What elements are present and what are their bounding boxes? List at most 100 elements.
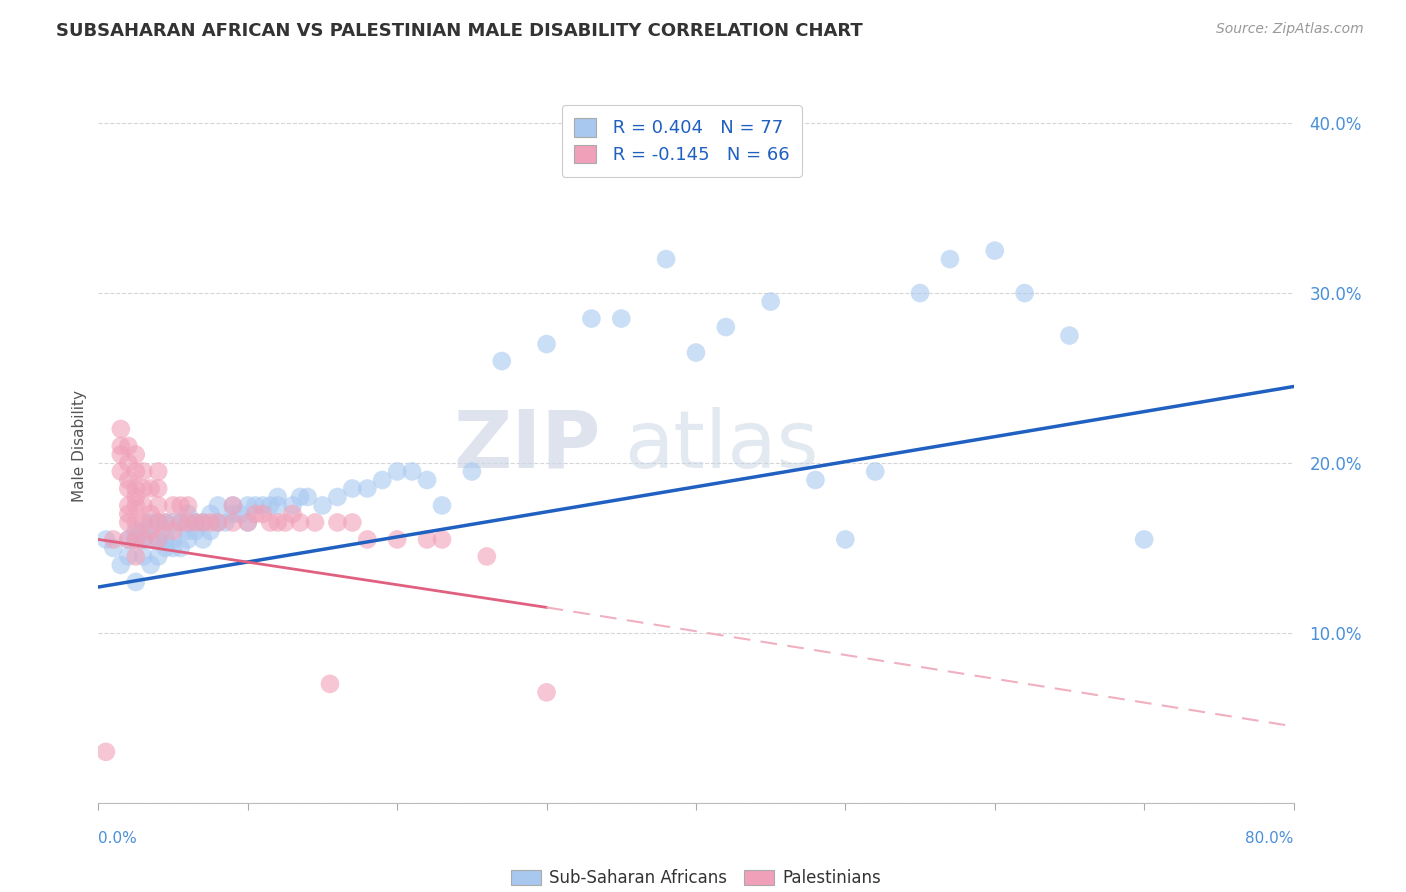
Point — [184, 524, 207, 538]
Point — [162, 524, 184, 538]
Point — [416, 533, 439, 547]
Point — [169, 516, 191, 530]
Point — [103, 541, 125, 555]
Point — [110, 448, 132, 462]
Point — [326, 516, 349, 530]
Point — [125, 549, 148, 564]
Point — [475, 549, 498, 564]
Point — [117, 507, 139, 521]
Point — [132, 533, 155, 547]
Point — [416, 473, 439, 487]
Point — [222, 499, 245, 513]
Point — [177, 499, 200, 513]
Point — [117, 473, 139, 487]
Point — [117, 533, 139, 547]
Point — [110, 422, 132, 436]
Text: 0.0%: 0.0% — [98, 831, 138, 846]
Point — [169, 516, 191, 530]
Point — [536, 337, 558, 351]
Point — [125, 482, 148, 496]
Point — [200, 516, 222, 530]
Point — [326, 490, 349, 504]
Point — [267, 516, 290, 530]
Point — [132, 533, 155, 547]
Point — [461, 465, 484, 479]
Point — [110, 465, 132, 479]
Point — [148, 482, 170, 496]
Point — [125, 524, 148, 538]
Point — [148, 533, 170, 547]
Point — [236, 516, 259, 530]
Point — [155, 516, 177, 530]
Point — [491, 354, 513, 368]
Point — [222, 507, 245, 521]
Point — [536, 685, 558, 699]
Point — [94, 745, 117, 759]
Point — [184, 516, 207, 530]
Point — [311, 499, 333, 513]
Point — [342, 482, 364, 496]
Point — [177, 524, 200, 538]
Point — [139, 533, 162, 547]
Point — [385, 465, 409, 479]
Point — [983, 244, 1005, 258]
Point — [191, 516, 214, 530]
Point — [371, 473, 394, 487]
Point — [236, 499, 259, 513]
Point — [125, 533, 148, 547]
Point — [356, 533, 378, 547]
Point — [191, 516, 214, 530]
Point — [804, 473, 827, 487]
Point — [117, 439, 139, 453]
Point — [281, 507, 304, 521]
Point — [245, 507, 267, 521]
Point — [139, 558, 162, 572]
Point — [1014, 286, 1036, 301]
Point — [714, 320, 737, 334]
Point — [148, 533, 170, 547]
Point — [184, 516, 207, 530]
Point — [132, 482, 155, 496]
Point — [139, 482, 162, 496]
Point — [304, 516, 326, 530]
Point — [267, 490, 290, 504]
Point — [177, 507, 200, 521]
Point — [759, 294, 782, 309]
Point — [319, 677, 342, 691]
Point — [125, 533, 148, 547]
Point — [288, 490, 311, 504]
Point — [117, 516, 139, 530]
Point — [200, 507, 222, 521]
Point — [259, 516, 281, 530]
Point — [148, 549, 170, 564]
Point — [125, 574, 148, 589]
Point — [865, 465, 887, 479]
Point — [939, 252, 962, 266]
Point — [207, 499, 229, 513]
Point — [297, 490, 319, 504]
Text: SUBSAHARAN AFRICAN VS PALESTINIAN MALE DISABILITY CORRELATION CHART: SUBSAHARAN AFRICAN VS PALESTINIAN MALE D… — [56, 22, 863, 40]
Point — [110, 558, 132, 572]
Point — [401, 465, 423, 479]
Point — [274, 516, 297, 530]
Point — [117, 482, 139, 496]
Point — [132, 499, 155, 513]
Point — [132, 549, 155, 564]
Point — [288, 516, 311, 530]
Point — [117, 549, 139, 564]
Legend: Sub-Saharan Africans, Palestinians: Sub-Saharan Africans, Palestinians — [502, 861, 890, 892]
Point — [259, 499, 281, 513]
Point — [685, 345, 707, 359]
Point — [148, 516, 170, 530]
Text: atlas: atlas — [624, 407, 818, 485]
Point — [125, 516, 148, 530]
Point — [229, 507, 252, 521]
Point — [222, 499, 245, 513]
Point — [252, 499, 274, 513]
Point — [236, 516, 259, 530]
Point — [125, 448, 148, 462]
Text: ZIP: ZIP — [453, 407, 600, 485]
Point — [155, 533, 177, 547]
Point — [267, 499, 290, 513]
Point — [155, 516, 177, 530]
